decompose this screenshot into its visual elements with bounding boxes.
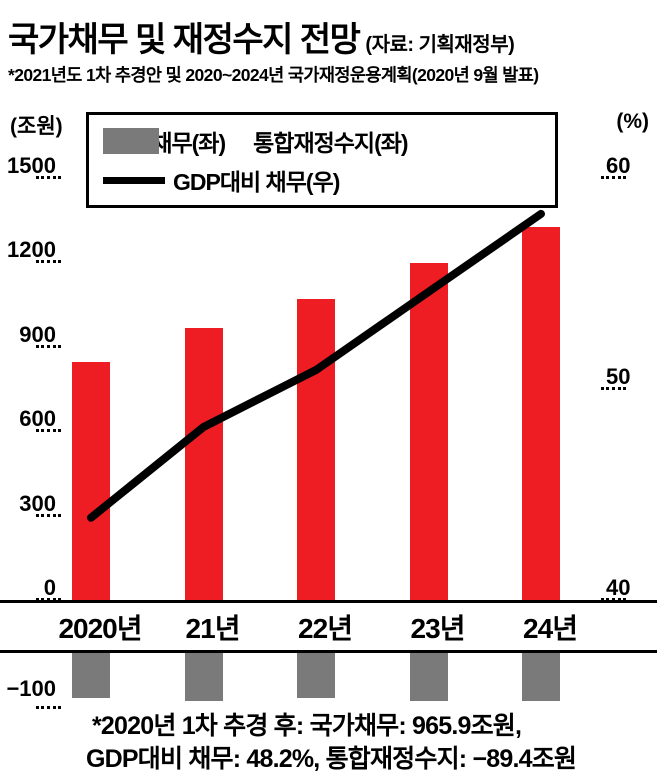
left-axis-tick-label: 0 [43, 575, 56, 600]
x-axis-label: 2020년 [58, 613, 142, 644]
legend-row-bars: 국가채무(좌) 통합재정수지(좌) [103, 124, 543, 158]
right-axis-tick-mark [601, 387, 626, 390]
source-label: (자료: 기획재정부) [365, 34, 515, 56]
fiscal-balance-bar [297, 653, 335, 699]
left-axis-tick-label: 600 [19, 406, 56, 432]
x-axis-label: 22년 [298, 613, 353, 644]
right-axis-tick-label: 50 [606, 364, 631, 389]
x-axis-label: 24년 [523, 613, 578, 644]
legend-swatch-fiscal-balance [103, 128, 159, 154]
left-axis-tick-label: 900 [19, 321, 56, 347]
right-axis-tick-mark [601, 176, 626, 179]
national-debt-bar [522, 226, 560, 600]
negative-axis-tick-label: −100 [6, 676, 56, 701]
left-axis-tick-mark [36, 513, 61, 517]
subtitle: *2021년도 1차 추경안 및 2020~2024년 국가재정운용계획(202… [8, 65, 539, 85]
title-row: 국가채무 및 재정수지 전망 (자료: 기획재정부) [8, 12, 515, 61]
footnote: *2020년 1차 추경 후: 국가채무: 965.9조원, GDP대비 채무:… [0, 710, 657, 776]
left-axis-tick-mark [36, 598, 61, 601]
x-axis-label: 23년 [410, 613, 466, 644]
footnote-line-2: GDP대비 채무: 48.2%, 통합재정수지: −89.4조원 [86, 745, 577, 773]
chart-legend: 국가채무(좌) 통합재정수지(좌) GDP대비 채무(우) [86, 112, 558, 208]
footnote-line1-rest: 국가채무: 965.9조원, [303, 712, 522, 740]
x-axis-baseline [0, 600, 657, 603]
footnote-lead: *2020년 1차 추경 후: [92, 712, 304, 740]
footnote-line-1: *2020년 1차 추경 후: 국가채무: 965.9조원, [0, 710, 657, 743]
left-axis-unit: (조원) [10, 115, 63, 138]
national-debt-bar [184, 328, 223, 600]
right-axis-tick-label: 60 [606, 153, 631, 178]
negative-axis-tick-mark [36, 706, 61, 709]
page-title: 국가채무 및 재정수지 전망 [8, 21, 361, 59]
left-axis-tick-mark [36, 344, 61, 348]
right-axis-unit: (%) [616, 110, 649, 133]
right-axis-tick-mark [601, 598, 626, 601]
fiscal-balance-bar [409, 653, 448, 701]
left-axis-tick-label: 1200 [7, 237, 56, 263]
fiscal-balance-bar [72, 653, 110, 699]
fiscal-balance-bar [184, 653, 223, 702]
fiscal-balance-bar [522, 653, 560, 702]
national-debt-bar [409, 263, 448, 600]
legend-row-line: GDP대비 채무(우) [103, 163, 543, 197]
left-axis-tick-mark [36, 429, 61, 433]
left-axis-tick-label: 1500 [7, 153, 56, 178]
negative-section-baseline [0, 650, 657, 653]
left-axis-tick-mark [36, 176, 61, 179]
national-debt-bar [297, 298, 335, 600]
legend-swatch-gdp-line [103, 176, 165, 184]
right-axis-tick-label: 40 [606, 575, 631, 600]
legend-label-fiscal-balance: 통합재정수지(좌) [253, 130, 408, 156]
legend-label-gdp-line: GDP대비 채무(우) [173, 169, 340, 195]
national-debt-bar [72, 361, 110, 600]
x-axis-label: 21년 [185, 613, 241, 644]
left-axis-tick-mark [36, 260, 61, 264]
left-axis-tick-label: 300 [19, 490, 56, 516]
